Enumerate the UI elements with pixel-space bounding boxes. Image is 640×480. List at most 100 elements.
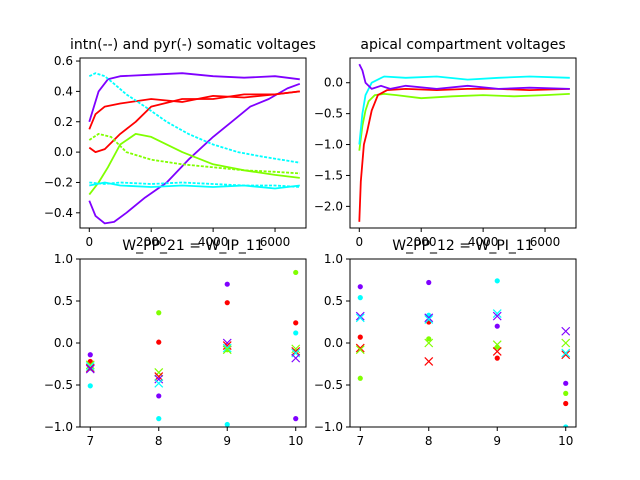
axes-frame: [79, 57, 307, 229]
dot-point-15: [563, 424, 569, 427]
plot-area: [85, 269, 301, 427]
cross-point-1: [355, 313, 365, 323]
y-tick-label: 0.6: [54, 54, 73, 68]
dot-point-0: [87, 352, 93, 358]
cross-point-15: [561, 348, 571, 358]
dot-point-14: [563, 400, 569, 407]
dot-point-12: [293, 269, 299, 276]
x-tick-label: 10: [288, 434, 303, 448]
cross-point-7: [424, 357, 434, 366]
dot-point-12: [563, 380, 569, 386]
chart-title: apical compartment voltages: [360, 37, 565, 53]
y-tick-label: −1.0: [314, 138, 343, 152]
x-tick-label: 7: [86, 434, 94, 448]
cross-point-13: [561, 338, 571, 348]
cross-point-0: [85, 360, 95, 370]
x-tick-label: 2000: [406, 235, 437, 249]
cross-point-5: [424, 315, 434, 324]
dot-point-4: [156, 310, 162, 316]
x-tick-label: 2000: [136, 235, 167, 249]
y-tick-label: 1.0: [54, 252, 73, 266]
y-tick-label: −0.2: [44, 175, 73, 189]
plot-area: [358, 63, 570, 222]
y-tick-label: 0.0: [324, 336, 343, 350]
x-tick-label: 0: [355, 235, 363, 249]
series-line-0: [88, 72, 300, 123]
chart-title: W_PP_21 = W_IP_11: [122, 238, 263, 254]
cross-point-9: [222, 341, 232, 350]
y-tick-label: −0.5: [314, 378, 343, 392]
chart-title: intn(--) and pyr(-) somatic voltages: [70, 37, 316, 53]
cross-point-3: [85, 364, 95, 374]
y-tick-label: 0.2: [54, 115, 73, 129]
series-line-5: [88, 132, 300, 175]
cross-point-13: [291, 346, 301, 356]
series-line-8: [89, 181, 300, 190]
x-tick-label: 4000: [198, 235, 229, 249]
dot-point-4: [426, 279, 432, 286]
x-tick-label: 9: [493, 434, 501, 448]
x-tick-label: 7: [356, 434, 364, 448]
y-tick-label: −0.5: [314, 107, 343, 121]
dot-point-9: [494, 323, 500, 329]
cross-point-11: [492, 346, 502, 356]
y-tick-label: −1.5: [314, 168, 343, 182]
y-tick-label: 0.5: [324, 294, 343, 308]
cross-point-15: [291, 353, 301, 363]
cross-point-14: [561, 350, 571, 360]
dot-point-7: [156, 416, 162, 422]
chart-somatic-voltages: intn(--) and pyr(-) somatic voltages 0 200…: [44, 37, 316, 249]
chart-apical-voltages: apical compartment voltages 0 2000 4000 6000…: [314, 37, 577, 249]
plot-area: [88, 72, 301, 225]
y-tick-label: 0.0: [54, 145, 73, 159]
axes-frame: [349, 57, 577, 229]
y-tick-label: 0.4: [54, 84, 73, 98]
plot-area: [355, 278, 571, 427]
series-line-1: [358, 75, 570, 145]
x-tick-label: 6000: [260, 235, 291, 249]
cross-point-12: [291, 344, 301, 354]
dot-point-8: [224, 281, 230, 287]
y-tick-label: −2.0: [314, 199, 343, 213]
x-tick-label: 0: [85, 235, 93, 249]
y-tick-label: −1.0: [44, 420, 73, 434]
cross-point-4: [154, 367, 164, 377]
dot-point-0: [357, 284, 363, 290]
cross-point-0: [355, 311, 365, 321]
cross-point-10: [222, 343, 232, 353]
series-line-0: [358, 93, 570, 151]
y-tick-label: 0.0: [324, 76, 343, 90]
y-tick-label: 0.5: [54, 294, 73, 308]
x-tick-label: 8: [425, 434, 433, 448]
series-line-3: [358, 63, 570, 90]
cross-point-9: [492, 311, 502, 321]
x-tick-label: 10: [558, 434, 573, 448]
y-tick-label: 0.0: [54, 336, 73, 350]
cross-point-8: [492, 309, 502, 319]
chart-w-pp-12: W_PP_12 = W_PI_11 7 8 9 10 −1.0 −0.5 0.0 0.5 1.0: [314, 238, 577, 448]
y-tick-label: 1.0: [324, 252, 343, 266]
cross-point-3: [355, 345, 365, 355]
series-line-6: [88, 132, 300, 196]
dot-point-15: [293, 416, 299, 422]
cross-point-5: [154, 372, 164, 382]
series-line-3: [88, 90, 300, 130]
y-tick-label: −0.4: [44, 206, 73, 220]
dot-point-5: [156, 339, 162, 345]
dot-point-2: [357, 334, 363, 340]
dot-point-14: [293, 330, 299, 336]
cross-point-2: [355, 343, 365, 353]
x-tick-label: 6000: [530, 235, 561, 249]
dot-point-3: [87, 383, 93, 389]
dot-point-8: [494, 278, 500, 284]
cross-point-10: [492, 340, 502, 350]
dot-point-13: [293, 320, 299, 326]
y-tick-label: −0.5: [44, 378, 73, 392]
cross-point-11: [222, 345, 232, 355]
x-tick-label: 4000: [468, 235, 499, 249]
dot-point-1: [357, 295, 363, 301]
x-tick-label: 8: [155, 434, 163, 448]
cross-point-7: [154, 378, 164, 388]
cross-point-4: [424, 313, 434, 323]
